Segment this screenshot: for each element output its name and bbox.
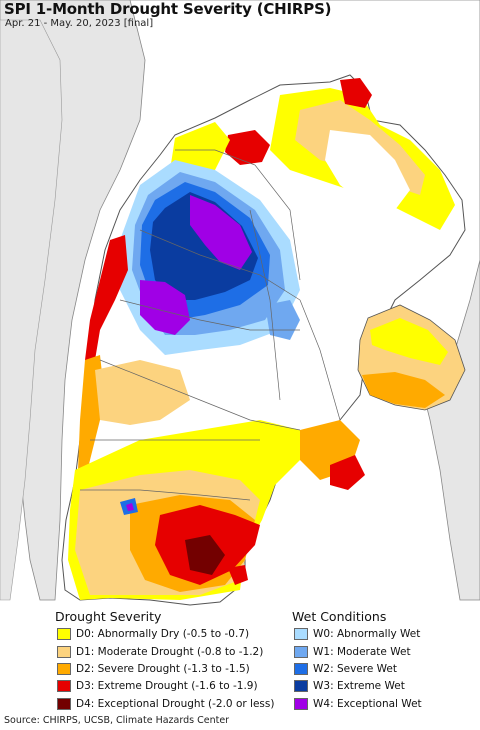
swatch-w1 <box>294 646 308 658</box>
chile-land <box>0 19 63 601</box>
legend-item-w2: W2: Severe Wet <box>294 661 397 677</box>
legend-item-d3: D3: Extreme Drought (-1.6 to -1.9) <box>57 678 258 694</box>
swatch-w4 <box>294 698 308 710</box>
legend-label-d0: D0: Abnormally Dry (-0.5 to -0.7) <box>76 628 250 640</box>
coast-extreme <box>228 565 248 585</box>
legend-item-d4: D4: Exceptional Drought (-2.0 or less) <box>57 696 274 712</box>
center-moderate <box>95 360 190 425</box>
legend-label-d3: D3: Extreme Drought (-1.6 to -1.9) <box>76 680 258 692</box>
province-borders <box>80 149 341 501</box>
legend-label-w0: W0: Abnormally Wet <box>313 628 421 640</box>
legend-label-d1: D1: Moderate Drought (-0.8 to -1.2) <box>76 646 264 658</box>
swatch-d4 <box>57 698 71 710</box>
legend-item-w0: W0: Abnormally Wet <box>294 626 420 642</box>
map-subtitle: Apr. 21 - May. 20, 2023 [final] <box>5 18 154 29</box>
paraguay-white <box>325 130 410 210</box>
wet-south-patch-purple <box>126 503 134 511</box>
swatch-w0 <box>294 628 308 640</box>
legend-item-w4: W4: Exceptional Wet <box>294 696 422 712</box>
legend-label-w1: W1: Moderate Wet <box>313 646 411 658</box>
uruguay-dry <box>370 318 448 365</box>
wet-conditions-heading: Wet Conditions <box>292 609 387 624</box>
swatch-d1 <box>57 646 71 658</box>
legend-item-d0: D0: Abnormally Dry (-0.5 to -0.7) <box>57 626 249 642</box>
legend-label-w2: W2: Severe Wet <box>313 663 397 675</box>
source-credit: Source: CHIRPS, UCSB, Climate Hazards Ce… <box>4 715 230 726</box>
se-extreme <box>330 455 365 490</box>
legend-label-d4: D4: Exceptional Drought (-2.0 or less) <box>76 698 275 710</box>
extreme-north-2 <box>340 78 372 108</box>
swatch-w2 <box>294 663 308 675</box>
legend-label-d2: D2: Severe Drought (-1.3 to -1.5) <box>76 663 250 675</box>
swatch-w3 <box>294 680 308 692</box>
legend-item-w3: W3: Extreme Wet <box>294 678 405 694</box>
drought-map <box>0 0 480 606</box>
extreme-north-1 <box>225 130 270 165</box>
legend-item-d1: D1: Moderate Drought (-0.8 to -1.2) <box>57 644 263 660</box>
swatch-d2 <box>57 663 71 675</box>
wet-exceptional-south <box>140 280 190 335</box>
legend-item-d2: D2: Severe Drought (-1.3 to -1.5) <box>57 661 250 677</box>
wet-exceptional-north <box>190 195 252 270</box>
drought-severity-heading: Drought Severity <box>55 609 162 624</box>
uruguay-severe <box>362 372 445 408</box>
legend: Drought Severity Wet Conditions D0: Abno… <box>0 608 480 716</box>
andes-extreme <box>85 235 128 360</box>
map-title: SPI 1-Month Drought Severity (CHIRPS) <box>4 0 332 18</box>
legend-label-w4: W4: Exceptional Wet <box>313 698 422 710</box>
swatch-d3 <box>57 680 71 692</box>
south-exceptional <box>185 535 225 575</box>
legend-item-w1: W1: Moderate Wet <box>294 644 411 660</box>
legend-label-w3: W3: Extreme Wet <box>313 680 405 692</box>
swatch-d0 <box>57 628 71 640</box>
